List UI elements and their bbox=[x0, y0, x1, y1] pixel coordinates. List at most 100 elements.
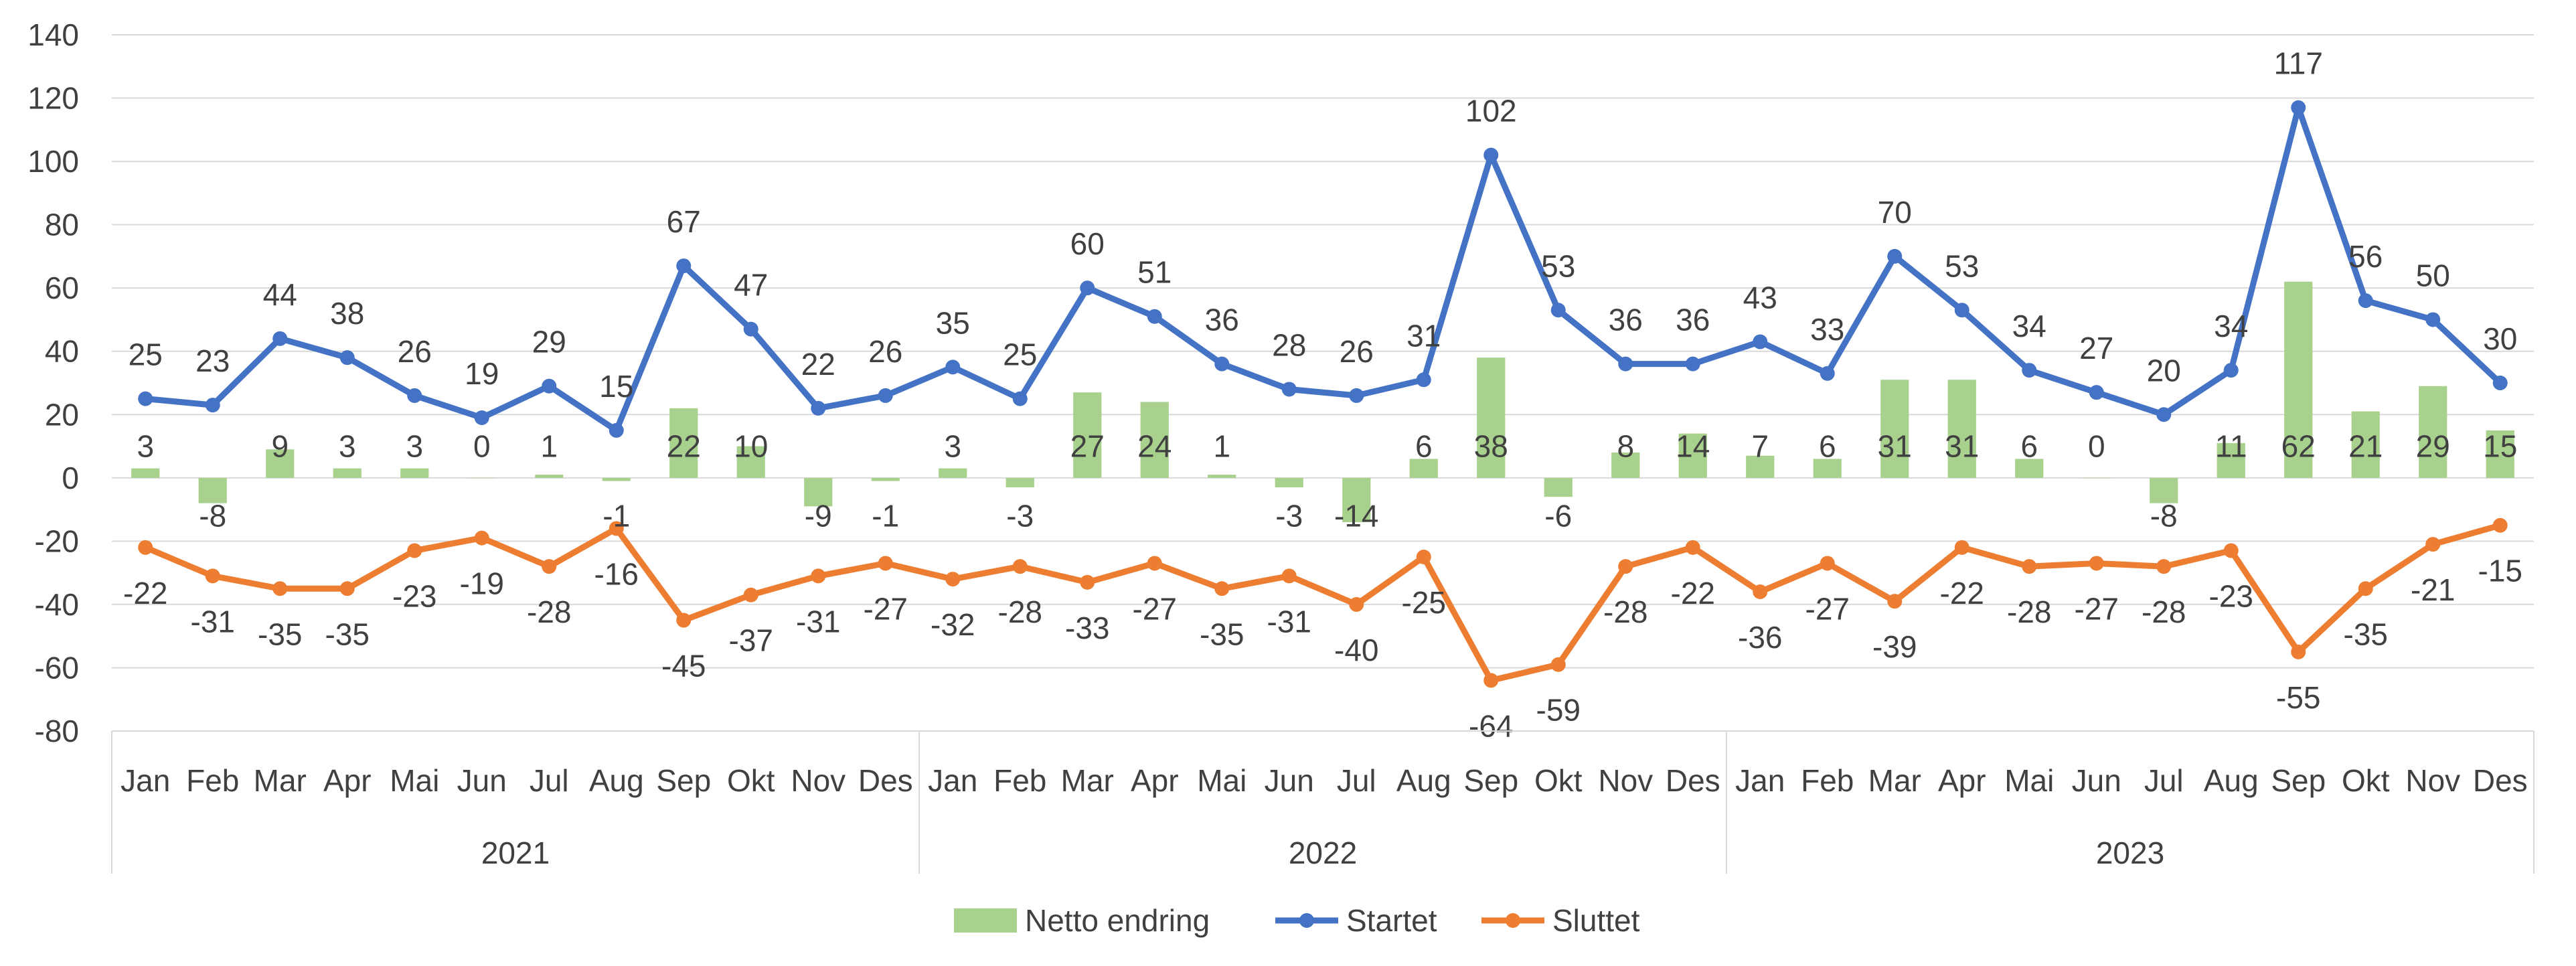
point-sluttet bbox=[1954, 540, 1969, 555]
bar-netto-endring bbox=[2015, 459, 2044, 478]
x-tick-month: Aug bbox=[589, 763, 644, 798]
y-tick-label: -60 bbox=[35, 650, 79, 685]
point-startet bbox=[272, 331, 288, 346]
data-label-netto-endring: -8 bbox=[2150, 499, 2178, 534]
x-tick-month: Apr bbox=[323, 763, 372, 798]
x-tick-month: Feb bbox=[186, 763, 239, 798]
point-sluttet bbox=[1281, 568, 1297, 584]
point-startet bbox=[743, 321, 758, 337]
data-label-startet: 56 bbox=[2348, 239, 2383, 274]
data-label-sluttet: -35 bbox=[325, 617, 370, 651]
y-axis: 140 120 100 80 60 40 20 0 -20 -40 -60 -80 bbox=[27, 17, 79, 748]
bar-netto-endring bbox=[1005, 477, 1034, 487]
point-startet bbox=[2223, 363, 2239, 378]
point-sluttet bbox=[339, 581, 355, 596]
data-label-netto-endring: -3 bbox=[1006, 499, 1034, 534]
data-label-sluttet: -37 bbox=[729, 623, 773, 658]
legend-swatch-netto-endring bbox=[954, 908, 1017, 933]
data-label-sluttet: -15 bbox=[2478, 554, 2522, 588]
bar-netto-endring bbox=[1208, 475, 1236, 478]
x-tick-month: Sep bbox=[656, 763, 711, 798]
bar-series-netto-endring bbox=[131, 281, 2514, 522]
data-label-startet: 50 bbox=[2416, 258, 2450, 293]
bar-netto-endring bbox=[266, 449, 295, 478]
point-sluttet bbox=[1012, 559, 1028, 574]
bar-netto-endring bbox=[1611, 453, 1640, 478]
point-startet bbox=[811, 400, 826, 416]
x-tick-month: Mar bbox=[1061, 763, 1114, 798]
bar-netto-endring bbox=[2150, 477, 2178, 503]
x-tick-month: Apr bbox=[1131, 763, 1179, 798]
data-label-startet: 44 bbox=[263, 277, 297, 312]
data-label-netto-endring: 9 bbox=[271, 429, 289, 464]
point-startet bbox=[1080, 280, 1095, 296]
point-startet bbox=[138, 391, 153, 406]
bar-netto-endring bbox=[602, 477, 631, 481]
data-label-startet: 26 bbox=[1340, 334, 1374, 369]
point-sluttet bbox=[2358, 581, 2373, 596]
point-startet bbox=[1685, 356, 1700, 372]
data-label-startet: 102 bbox=[1465, 94, 1517, 129]
data-label-sluttet: -27 bbox=[1805, 591, 1850, 626]
data-label-netto-endring: 1 bbox=[540, 429, 558, 464]
data-label-netto-endring: 31 bbox=[1945, 429, 1979, 464]
point-startet bbox=[1147, 309, 1162, 324]
data-label-netto-endring: 31 bbox=[1878, 429, 1912, 464]
bar-netto-endring bbox=[535, 475, 564, 478]
point-sluttet bbox=[474, 530, 489, 546]
point-startet bbox=[474, 410, 489, 425]
line-series bbox=[138, 100, 2508, 688]
point-startet bbox=[1618, 356, 1633, 372]
data-label-startet: 33 bbox=[1810, 312, 1844, 347]
data-label-startet: 43 bbox=[1743, 280, 1777, 315]
data-label-sluttet: -28 bbox=[1603, 594, 1647, 629]
y-tick-label: 40 bbox=[45, 334, 79, 369]
data-label-sluttet: -28 bbox=[998, 594, 1042, 629]
data-label-netto-endring: -3 bbox=[1275, 499, 1303, 534]
data-label-sluttet: -39 bbox=[1872, 629, 1917, 664]
y-tick-label: 20 bbox=[45, 397, 79, 432]
bar-netto-endring bbox=[1678, 433, 1707, 478]
bar-netto-endring bbox=[467, 477, 496, 479]
data-labels: 3-89 3 3 0 1-122 10-9 -13-327 24 1-3 -146 38-68 14 7… bbox=[123, 46, 2522, 744]
legend: Netto endring Startet Sluttet bbox=[954, 903, 1640, 938]
line-sluttet bbox=[142, 522, 2504, 683]
x-tick-month: Jul bbox=[530, 763, 569, 798]
data-label-startet: 25 bbox=[1003, 337, 1037, 372]
data-label-netto-endring: 38 bbox=[1474, 429, 1508, 464]
y-tick-label: 120 bbox=[27, 81, 79, 116]
point-sluttet bbox=[1214, 581, 1230, 596]
point-startet bbox=[1820, 366, 1835, 381]
data-label-netto-endring: 14 bbox=[1676, 429, 1710, 464]
x-tick-month: Aug bbox=[1396, 763, 1451, 798]
bar-netto-endring bbox=[669, 408, 698, 478]
x-tick-month: Okt bbox=[1534, 763, 1583, 798]
data-label-startet: 117 bbox=[2274, 46, 2323, 81]
point-startet bbox=[1012, 391, 1028, 406]
data-label-sluttet: -23 bbox=[392, 579, 436, 614]
x-tick-month: Mai bbox=[2004, 763, 2054, 798]
point-sluttet bbox=[1147, 556, 1162, 571]
data-label-sluttet: -23 bbox=[2209, 579, 2253, 614]
bar-netto-endring bbox=[1140, 402, 1169, 478]
y-tick-label: -40 bbox=[35, 587, 79, 622]
x-tick-month: Apr bbox=[1938, 763, 1986, 798]
data-label-startet: 60 bbox=[1070, 226, 1105, 261]
bar-netto-endring bbox=[1947, 380, 1976, 478]
point-startet bbox=[542, 378, 557, 394]
x-tick-month: Feb bbox=[1801, 763, 1854, 798]
data-label-startet: 34 bbox=[2012, 309, 2046, 343]
point-sluttet bbox=[2156, 559, 2172, 574]
point-startet bbox=[676, 258, 692, 274]
x-tick-month: Jun bbox=[457, 763, 507, 798]
data-label-sluttet: -22 bbox=[123, 576, 167, 611]
data-label-netto-endring: 27 bbox=[1070, 429, 1105, 464]
data-label-startet: 36 bbox=[1205, 303, 1239, 337]
y-tick-label: -80 bbox=[35, 714, 79, 748]
x-tick-month: Nov bbox=[2405, 763, 2460, 798]
x-tick-month: Sep bbox=[1463, 763, 1518, 798]
data-label-netto-endring: -8 bbox=[199, 499, 226, 534]
x-tick-month: Nov bbox=[791, 763, 846, 798]
data-label-netto-endring: 0 bbox=[473, 429, 491, 464]
